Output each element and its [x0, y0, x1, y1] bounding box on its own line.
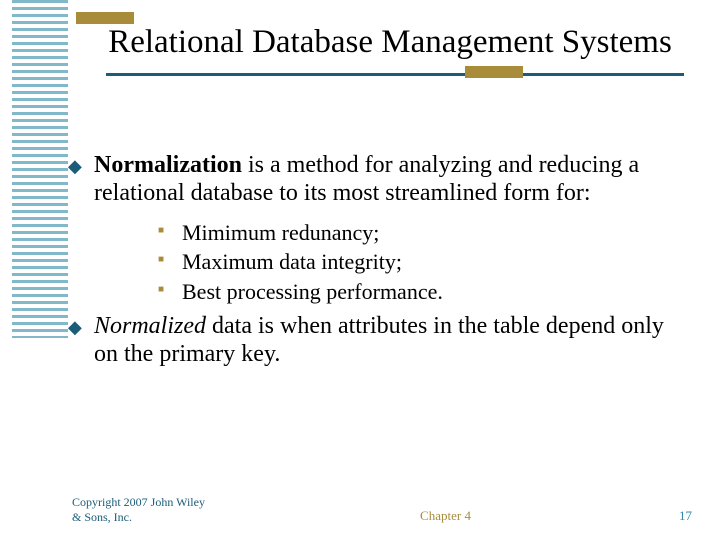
- slide-content: Normalization is a method for analyzing …: [68, 152, 680, 376]
- footer-copyright: Copyright 2007 John Wiley & Sons, Inc.: [72, 495, 212, 524]
- decorative-stripes: [12, 0, 68, 338]
- sub-bullet-list: Mimimum redunancy; Maximum data integrit…: [158, 218, 680, 307]
- bullet-main-1: Normalization is a method for analyzing …: [68, 152, 680, 208]
- bullet-main-2: Normalized data is when attributes in th…: [68, 313, 680, 369]
- title-accent-bottom: [465, 66, 523, 78]
- sub-bullet-1: Mimimum redunancy;: [158, 218, 680, 248]
- sub-bullet-3: Best processing performance.: [158, 277, 680, 307]
- sub-bullet-2: Maximum data integrity;: [158, 247, 680, 277]
- slide-title: Relational Database Management Systems: [100, 24, 680, 62]
- footer-page-number: 17: [679, 508, 692, 524]
- slide-footer: Copyright 2007 John Wiley & Sons, Inc. C…: [72, 495, 692, 524]
- bullet-main-2-italic: Normalized: [94, 313, 206, 339]
- title-text: Relational Database Management Systems: [108, 24, 672, 60]
- title-accent-top: [76, 12, 134, 24]
- title-underline: [106, 73, 684, 76]
- footer-chapter: Chapter 4: [420, 508, 471, 524]
- bullet-main-1-bold: Normalization: [94, 152, 242, 178]
